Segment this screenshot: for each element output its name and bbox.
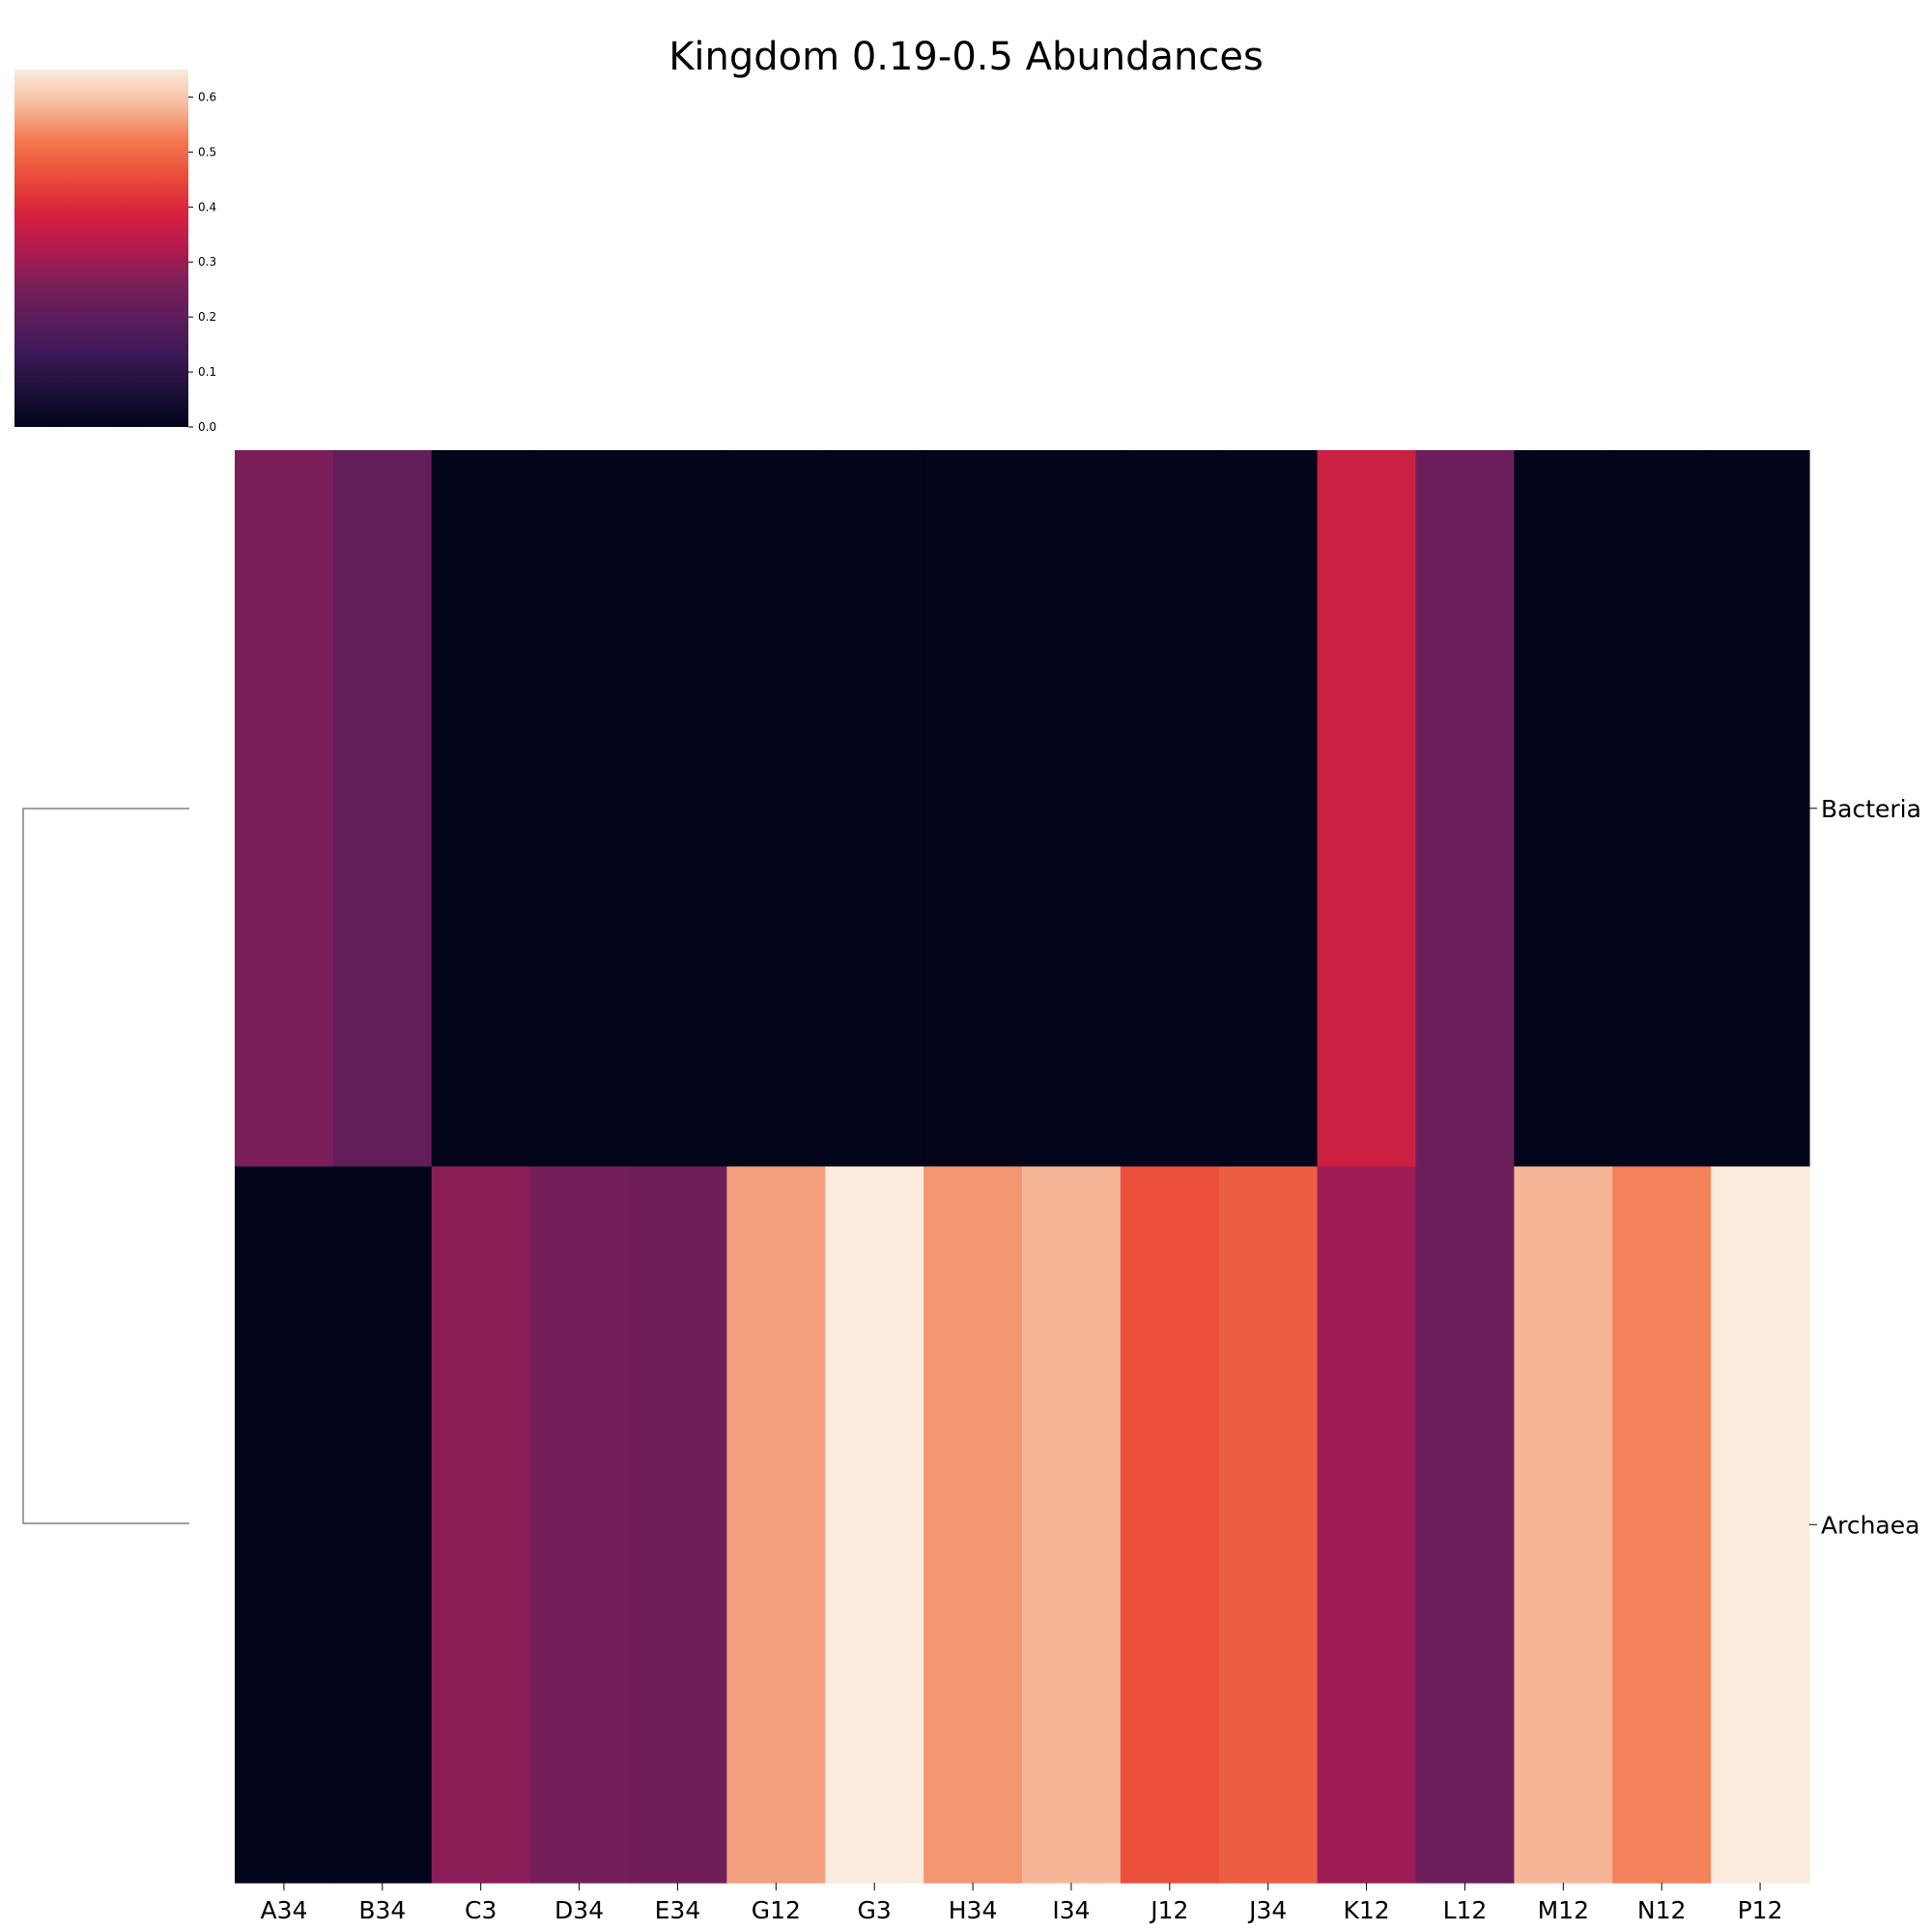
heatmap-cell xyxy=(1711,450,1810,1168)
colorbar-tick-label: 0.1 xyxy=(198,365,216,379)
heatmap-cell xyxy=(1514,450,1613,1168)
heatmap-cell xyxy=(825,450,924,1168)
column-label: E34 xyxy=(655,1896,701,1924)
heatmap-cell xyxy=(1218,450,1319,1168)
colorbar-tick-label: 0.3 xyxy=(198,255,216,269)
heatmap-cell xyxy=(1317,1166,1417,1884)
heatmap-cell xyxy=(1711,1166,1810,1884)
row-dendrogram xyxy=(22,808,189,1524)
row-labels: Bacteria Archaea xyxy=(1809,795,1921,1539)
column-label: L12 xyxy=(1443,1896,1488,1924)
heatmap-cell xyxy=(332,1166,433,1884)
heatmap-cell xyxy=(431,1166,531,1884)
heatmap-cell xyxy=(1415,450,1515,1168)
heatmap-cell xyxy=(726,1166,826,1884)
column-label: H34 xyxy=(949,1896,998,1924)
heatmap-cell xyxy=(529,450,630,1168)
column-label: J12 xyxy=(1149,1896,1188,1924)
column-label: G3 xyxy=(858,1896,892,1924)
chart-title: Kingdom 0.19-0.5 Abundances xyxy=(668,35,1264,79)
colorbar-tick-label: 0.2 xyxy=(198,310,216,324)
heatmap-cell xyxy=(1218,1166,1319,1884)
heatmap-cell xyxy=(1317,450,1417,1168)
colorbar-gradient xyxy=(14,70,188,427)
heatmap-cell xyxy=(1612,450,1712,1168)
column-label: G12 xyxy=(752,1896,801,1924)
heatmap-cell xyxy=(1022,450,1122,1168)
heatmap-cell xyxy=(1612,1166,1712,1884)
colorbar: 0.0 0.1 0.2 0.3 0.4 0.5 0.6 xyxy=(14,70,216,434)
dendrogram-link xyxy=(22,808,189,1524)
colorbar-tick-label: 0.5 xyxy=(198,145,216,158)
column-label: J34 xyxy=(1247,1896,1287,1924)
column-labels: A34 B34 C3 D34 E34 G12 G3 H34 I34 J12 J34 K12 L12 M12… xyxy=(260,1883,1783,1924)
heatmap-cell xyxy=(923,450,1023,1168)
heatmap-cell xyxy=(825,1166,924,1884)
heatmap-cell xyxy=(235,450,334,1168)
heatmap-cell xyxy=(628,1166,727,1884)
colorbar-tick-label: 0.4 xyxy=(198,200,216,213)
heatmap-cell xyxy=(1120,1166,1220,1884)
column-label: D34 xyxy=(554,1896,604,1924)
colorbar-tick-label: 0.0 xyxy=(198,420,216,434)
heatmap-cell xyxy=(1514,1166,1613,1884)
column-label: A34 xyxy=(260,1896,307,1924)
heatmap-cell xyxy=(1415,1166,1515,1884)
heatmap-cell xyxy=(1022,1166,1122,1884)
heatmap-cell xyxy=(923,1166,1023,1884)
column-label: N12 xyxy=(1637,1896,1687,1924)
column-label: K12 xyxy=(1343,1896,1389,1924)
heatmap-cell xyxy=(431,450,531,1168)
row-label: Archaea xyxy=(1821,1511,1919,1539)
column-label: P12 xyxy=(1738,1896,1783,1924)
colorbar-tick-label: 0.6 xyxy=(198,90,216,103)
heatmap-cell xyxy=(628,450,727,1168)
column-label: M12 xyxy=(1538,1896,1589,1924)
heatmap-cell xyxy=(235,1166,334,1884)
heatmap-cell xyxy=(529,1166,630,1884)
column-label: C3 xyxy=(465,1896,497,1924)
heatmap-cells xyxy=(235,450,1810,1884)
column-label: B34 xyxy=(358,1896,406,1924)
heatmap-cell xyxy=(332,450,433,1168)
column-label: I34 xyxy=(1052,1896,1090,1924)
row-label: Bacteria xyxy=(1821,795,1921,823)
heatmap-cell xyxy=(726,450,826,1168)
heatmap-cell xyxy=(1120,450,1220,1168)
